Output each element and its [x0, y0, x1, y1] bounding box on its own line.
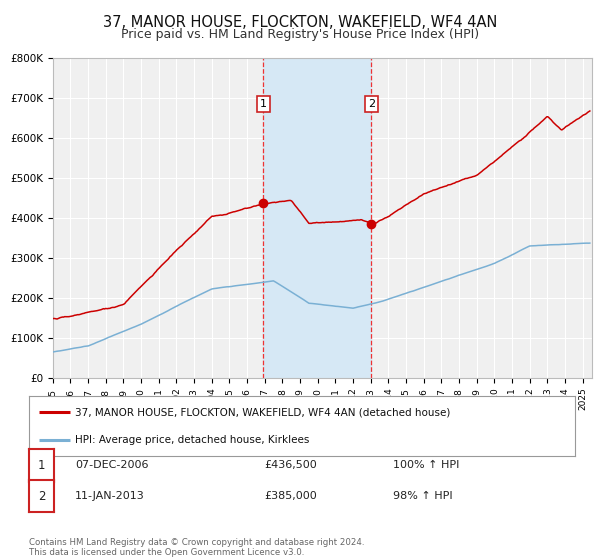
Text: Contains HM Land Registry data © Crown copyright and database right 2024.
This d: Contains HM Land Registry data © Crown c…: [29, 538, 364, 557]
Text: 37, MANOR HOUSE, FLOCKTON, WAKEFIELD, WF4 4AN: 37, MANOR HOUSE, FLOCKTON, WAKEFIELD, WF…: [103, 15, 497, 30]
Text: £436,500: £436,500: [264, 460, 317, 470]
Text: 11-JAN-2013: 11-JAN-2013: [75, 491, 145, 501]
Bar: [263, 58, 371, 378]
Text: 37, MANOR HOUSE, FLOCKTON, WAKEFIELD, WF4 4AN (detached house): 37, MANOR HOUSE, FLOCKTON, WAKEFIELD, WF…: [75, 407, 451, 417]
Text: £385,000: £385,000: [264, 491, 317, 501]
Text: 1: 1: [38, 459, 45, 472]
Text: 2: 2: [368, 99, 375, 109]
Text: 100% ↑ HPI: 100% ↑ HPI: [393, 460, 460, 470]
Text: Price paid vs. HM Land Registry's House Price Index (HPI): Price paid vs. HM Land Registry's House …: [121, 28, 479, 41]
Text: 98% ↑ HPI: 98% ↑ HPI: [393, 491, 452, 501]
Text: 1: 1: [260, 99, 267, 109]
Text: HPI: Average price, detached house, Kirklees: HPI: Average price, detached house, Kirk…: [75, 435, 310, 445]
Text: 07-DEC-2006: 07-DEC-2006: [75, 460, 149, 470]
Text: 2: 2: [38, 489, 45, 503]
